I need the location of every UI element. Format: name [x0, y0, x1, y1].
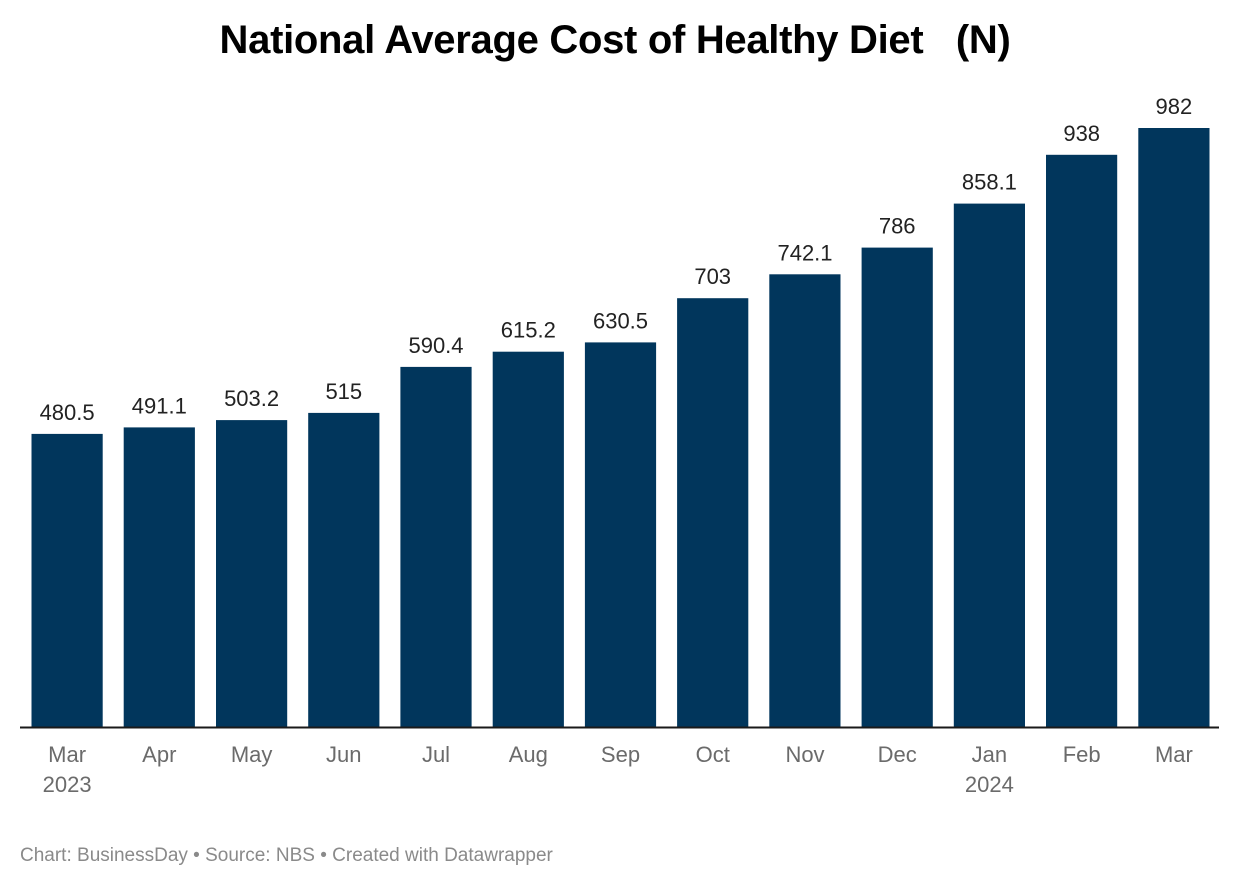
bar: [1046, 154, 1118, 728]
x-tick-label: Sep: [601, 742, 640, 767]
x-tick-label: Mar: [1155, 742, 1193, 767]
x-tick-label: May: [231, 742, 273, 767]
bar: [492, 351, 564, 727]
bar: [216, 420, 288, 727]
x-tick-label: Apr: [142, 742, 176, 767]
x-tick-label: Jul: [422, 742, 450, 767]
bar: [123, 427, 195, 727]
x-tick-label: Oct: [696, 742, 730, 767]
x-tick-labels-group: Mar 2023 Apr May Jun Jul Aug Sep Oct Nov Dec Jan 202…: [43, 742, 1193, 797]
bar: [584, 342, 657, 727]
x-tick-label: Dec: [878, 742, 917, 767]
bar: [861, 247, 933, 727]
value-label: 982: [1156, 94, 1193, 119]
x-tick-label: Jan: [972, 742, 1007, 767]
x-tick-year-label: 2024: [965, 772, 1014, 797]
bar: [31, 433, 103, 727]
bar: [677, 298, 749, 727]
bar: [953, 203, 1025, 728]
value-label: 515: [325, 379, 362, 404]
bar: [1138, 128, 1210, 727]
value-label: 742.1: [777, 240, 832, 265]
chart-title: National Average Cost of Healthy Diet (N…: [219, 18, 1011, 62]
chart-footer: Chart: BusinessDay • Source: NBS • Creat…: [20, 845, 553, 866]
value-label: 630.5: [593, 308, 648, 333]
x-tick-label: Aug: [509, 742, 548, 767]
x-tick-label: Jun: [326, 742, 361, 767]
x-tick-year-label: 2023: [43, 772, 92, 797]
value-label: 615.2: [501, 318, 556, 343]
x-tick-label: Feb: [1063, 742, 1101, 767]
value-label: 480.5: [40, 400, 95, 425]
bar: [308, 412, 380, 727]
value-label: 503.2: [224, 386, 279, 411]
value-labels-group: 480.5 491.1 503.2 515 590.4 615.2 630.5 703 742.…: [40, 94, 1193, 425]
value-label: 938: [1063, 121, 1100, 146]
value-label: 703: [694, 264, 731, 289]
value-label: 858.1: [962, 170, 1017, 195]
bar: [400, 366, 472, 727]
x-tick-label: Nov: [785, 742, 824, 767]
bar: [769, 274, 841, 727]
value-label: 491.1: [132, 393, 187, 418]
bars-group: [31, 128, 1210, 728]
x-tick-label: Mar: [48, 742, 86, 767]
value-label: 590.4: [408, 333, 463, 358]
value-label: 786: [879, 214, 916, 239]
